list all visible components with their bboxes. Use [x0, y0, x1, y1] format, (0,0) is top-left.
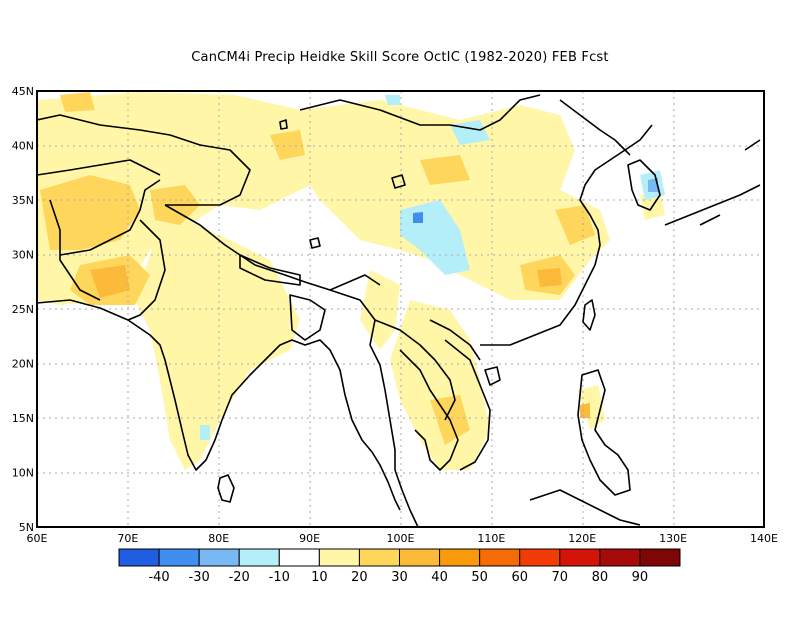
colorbar-swatch [238, 548, 280, 567]
lakes [279, 119, 406, 249]
borneo-coast [529, 489, 641, 526]
colorbar: -40 -30 -20 -10 10 20 30 40 50 60 70 80 90 [118, 548, 681, 585]
colorbar-label: 40 [431, 570, 448, 585]
skill-area-medium [270, 130, 305, 160]
japan [664, 139, 761, 226]
border-central-asia [37, 159, 161, 176]
border-india-china [164, 204, 381, 291]
border-china-ne [559, 99, 631, 156]
skill-area-strong [580, 403, 590, 418]
sri-lanka [217, 474, 235, 503]
lat-tick-label: 30N [12, 249, 34, 262]
lat-tick-label: 10N [12, 467, 34, 480]
skill-area-medium [40, 175, 140, 250]
gridlines [37, 91, 764, 527]
malay-peninsula [394, 469, 419, 527]
colorbar-label: 60 [511, 570, 528, 585]
skill-area-light [300, 100, 610, 300]
lon-tick-label: 120E [568, 532, 596, 545]
lat-tick-label: 45N [12, 85, 34, 98]
colorbar-swatch [118, 548, 160, 567]
border-afghan-pak [59, 179, 161, 256]
coastline-south-asia [37, 299, 346, 471]
lat-tick-label: 20N [12, 358, 34, 371]
lon-tick-label: 70E [117, 532, 138, 545]
lat-tick-label: 40N [12, 140, 34, 153]
colorbar-swatch [439, 548, 481, 567]
colorbar-label: 90 [632, 570, 649, 585]
coastline-indochina [399, 349, 459, 471]
colorbar-label: 50 [471, 570, 488, 585]
hainan [484, 366, 501, 386]
lat-tick-label: 15N [12, 412, 34, 425]
lon-tick-label: 110E [477, 532, 505, 545]
skill-area-light [360, 270, 400, 350]
border-kazakh [37, 114, 201, 146]
lat-tick-label: 5N [19, 521, 34, 534]
lon-tick-label: 130E [659, 532, 687, 545]
coastline-vietnam [444, 339, 491, 471]
coastlines-and-borders [37, 94, 761, 527]
colorbar-swatch [399, 548, 441, 567]
map-frame [36, 90, 765, 528]
lon-tick-label: 90E [299, 532, 320, 545]
lat-tick-labels: 45N 40N 35N 30N 25N 20N 15N 10N 5N [12, 85, 34, 534]
shading-layer [37, 92, 665, 470]
colorbar-label: 80 [592, 570, 609, 585]
philippines [577, 369, 631, 496]
skill-area-medium [60, 92, 95, 112]
taiwan [582, 299, 596, 331]
negative-skill-area-strong [648, 178, 658, 192]
skill-area-medium [555, 205, 595, 245]
colorbar-swatch [318, 548, 360, 567]
colorbar-swatch [278, 548, 320, 567]
negative-skill-area [200, 425, 210, 440]
colorbar-label: -20 [229, 570, 250, 585]
lon-tick-label: 60E [27, 532, 48, 545]
lat-tick-label: 25N [12, 303, 34, 316]
colorbar-label: -10 [269, 570, 290, 585]
lon-tick-label: 100E [387, 532, 415, 545]
colorbar-swatch [639, 548, 681, 567]
border-china-laos [429, 319, 481, 361]
colorbar-swatch [519, 548, 561, 567]
lon-tick-label: 140E [750, 532, 778, 545]
skill-area-strong [90, 265, 130, 298]
border-bangladesh [289, 294, 326, 341]
border-nepal [239, 254, 301, 286]
border-iran-afghan [49, 199, 101, 301]
colorbar-swatch [599, 548, 641, 567]
border-thai-laos [374, 319, 456, 421]
lon-tick-label: 80E [208, 532, 229, 545]
colorbar-label: -30 [189, 570, 210, 585]
coastline-southeast-asia [344, 394, 401, 511]
negative-skill-area [385, 95, 400, 105]
border-china-mongolia [299, 94, 541, 131]
colorbar-label: 70 [552, 570, 569, 585]
skill-area-strong [537, 268, 562, 287]
korea [627, 159, 661, 211]
colorbar-swatch [158, 548, 200, 567]
lon-tick-labels: 60E 70E 80E 90E 100E 110E 120E 130E 140E [27, 532, 778, 545]
lat-tick-label: 35N [12, 194, 34, 207]
colorbar-swatch [358, 548, 400, 567]
colorbar-swatch [479, 548, 521, 567]
colorbar-label: 30 [391, 570, 408, 585]
colorbar-label: 20 [351, 570, 368, 585]
negative-skill-area-strong [413, 212, 423, 223]
colorbar-label: -40 [148, 570, 169, 585]
map-title: CanCM4i Precip Heidke Skill Score OctIC … [191, 50, 609, 65]
colorbar-swatch [559, 548, 601, 567]
coastline-china [480, 124, 653, 346]
border-china-west [165, 144, 251, 206]
border-myanmar [329, 289, 396, 470]
colorbar-label: 10 [311, 570, 328, 585]
border-india-pakistan [127, 219, 166, 321]
colorbar-swatch [198, 548, 240, 567]
skill-area-medium [420, 155, 470, 185]
